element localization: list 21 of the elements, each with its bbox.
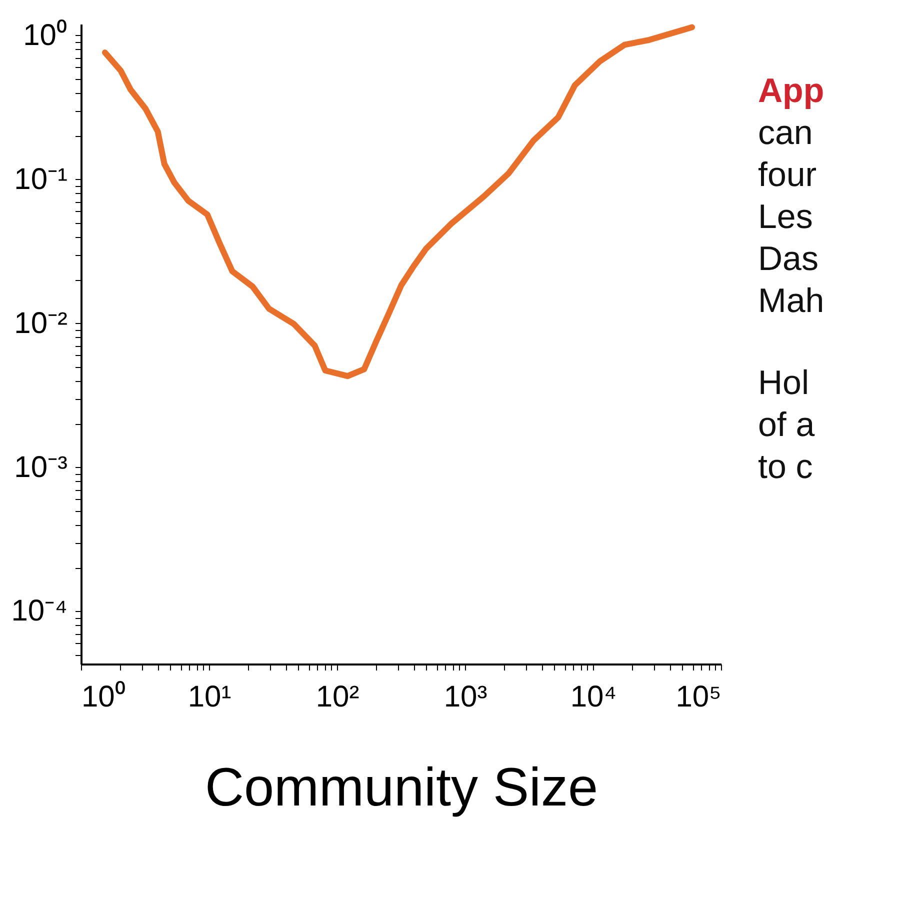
y-tick-label: 10⁻⁴ <box>11 594 68 628</box>
text: can <box>758 113 814 154</box>
x-tick-label: 10³ <box>444 680 488 714</box>
text: Das <box>758 239 820 280</box>
y-tick-label: 10⁰ <box>23 18 68 52</box>
y-tick-label: 10⁻³ <box>14 450 68 484</box>
text: Hol <box>758 363 810 404</box>
x-tick-label: 10¹ <box>188 680 232 714</box>
y-tick-label: 10⁻¹ <box>14 162 68 196</box>
x-tick-label: 10² <box>316 680 360 714</box>
text: four <box>758 155 818 196</box>
text: App <box>758 71 824 112</box>
x-tick-label: 10⁵ <box>676 680 722 714</box>
y-tick-label: 10⁻² <box>14 306 68 340</box>
x-tick-label: 10⁴ <box>570 680 617 714</box>
text: of a <box>758 405 816 446</box>
text: to c <box>758 447 814 488</box>
text: Les <box>758 197 814 238</box>
x-axis-title: Community Size <box>204 758 598 818</box>
text: Mah <box>758 281 824 322</box>
x-tick-label: 10⁰ <box>82 680 126 714</box>
